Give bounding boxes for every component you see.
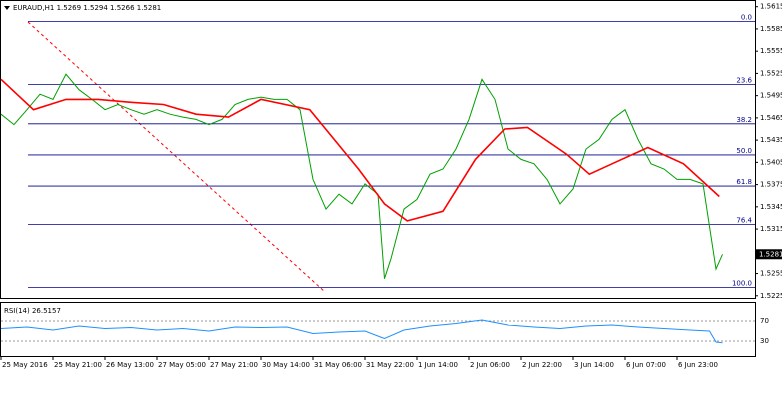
y-tick-label: 1.5375: [760, 181, 782, 189]
x-tick-label: 2 Jun 22:00: [522, 361, 562, 369]
y-tick-label: 1.5555: [760, 47, 782, 55]
price-box: [756, 249, 782, 260]
x-tick-label: 26 May 13:00: [106, 361, 154, 369]
rsi-panel: [0, 302, 756, 357]
x-tick-label: 2 Jun 06:00: [470, 361, 510, 369]
x-tick-label: 6 Jun 07:00: [626, 361, 666, 369]
y-tick-label: 1.5585: [760, 25, 782, 33]
fib-label: 100.0: [732, 280, 752, 288]
x-tick-label: 1 Jun 14:00: [418, 361, 458, 369]
rsi-line: [0, 319, 723, 344]
x-tick-label: 31 May 06:00: [314, 361, 362, 369]
price-panel: [0, 0, 756, 299]
fib-label: 38.2: [736, 116, 752, 124]
x-tick-label: 30 May 14:00: [262, 361, 310, 369]
x-tick-label: 25 May 21:00: [54, 361, 102, 369]
fib-label: 23.6: [736, 77, 752, 85]
x-tick-label: 25 May 2016: [2, 361, 48, 369]
y-tick-label: 1.5405: [760, 158, 782, 166]
rsi-label: RSI(14) 26.5157: [4, 307, 61, 315]
rsi-tick-label: 30: [760, 337, 769, 345]
y-tick-label: 1.5615: [760, 3, 782, 11]
y-tick-label: 1.5255: [760, 270, 782, 278]
x-tick-label: 27 May 05:00: [158, 361, 206, 369]
y-tick-label: 1.5315: [760, 225, 782, 233]
y-tick-label: 1.5465: [760, 114, 782, 122]
y-tick-label: 1.5495: [760, 92, 782, 100]
y-tick-label: 1.5225: [760, 292, 782, 300]
price-box-label: 1.5281: [759, 250, 782, 258]
price-line: [0, 73, 723, 279]
menu-arrow: [4, 6, 10, 10]
fib-label: 0.0: [741, 14, 752, 22]
y-tick-label: 1.5525: [760, 69, 782, 77]
y-tick-label: 1.5345: [760, 203, 782, 211]
y-tick-label: 1.5435: [760, 136, 782, 144]
fib-label: 61.8: [736, 178, 752, 186]
fib-label: 76.4: [736, 217, 752, 225]
x-tick-label: 3 Jun 14:00: [574, 361, 614, 369]
chart-title: EURAUD,H1 1.5269 1.5294 1.5266 1.5281: [13, 4, 161, 12]
rsi-tick-label: 70: [760, 317, 769, 325]
x-tick-label: 31 May 22:00: [366, 361, 414, 369]
x-tick-label: 27 May 21:00: [210, 361, 258, 369]
x-tick-label: 6 Jun 23:00: [678, 361, 718, 369]
fib-anchor-line: [27, 21, 326, 293]
fib-label: 50.0: [736, 147, 752, 155]
moving-average: [0, 78, 720, 222]
